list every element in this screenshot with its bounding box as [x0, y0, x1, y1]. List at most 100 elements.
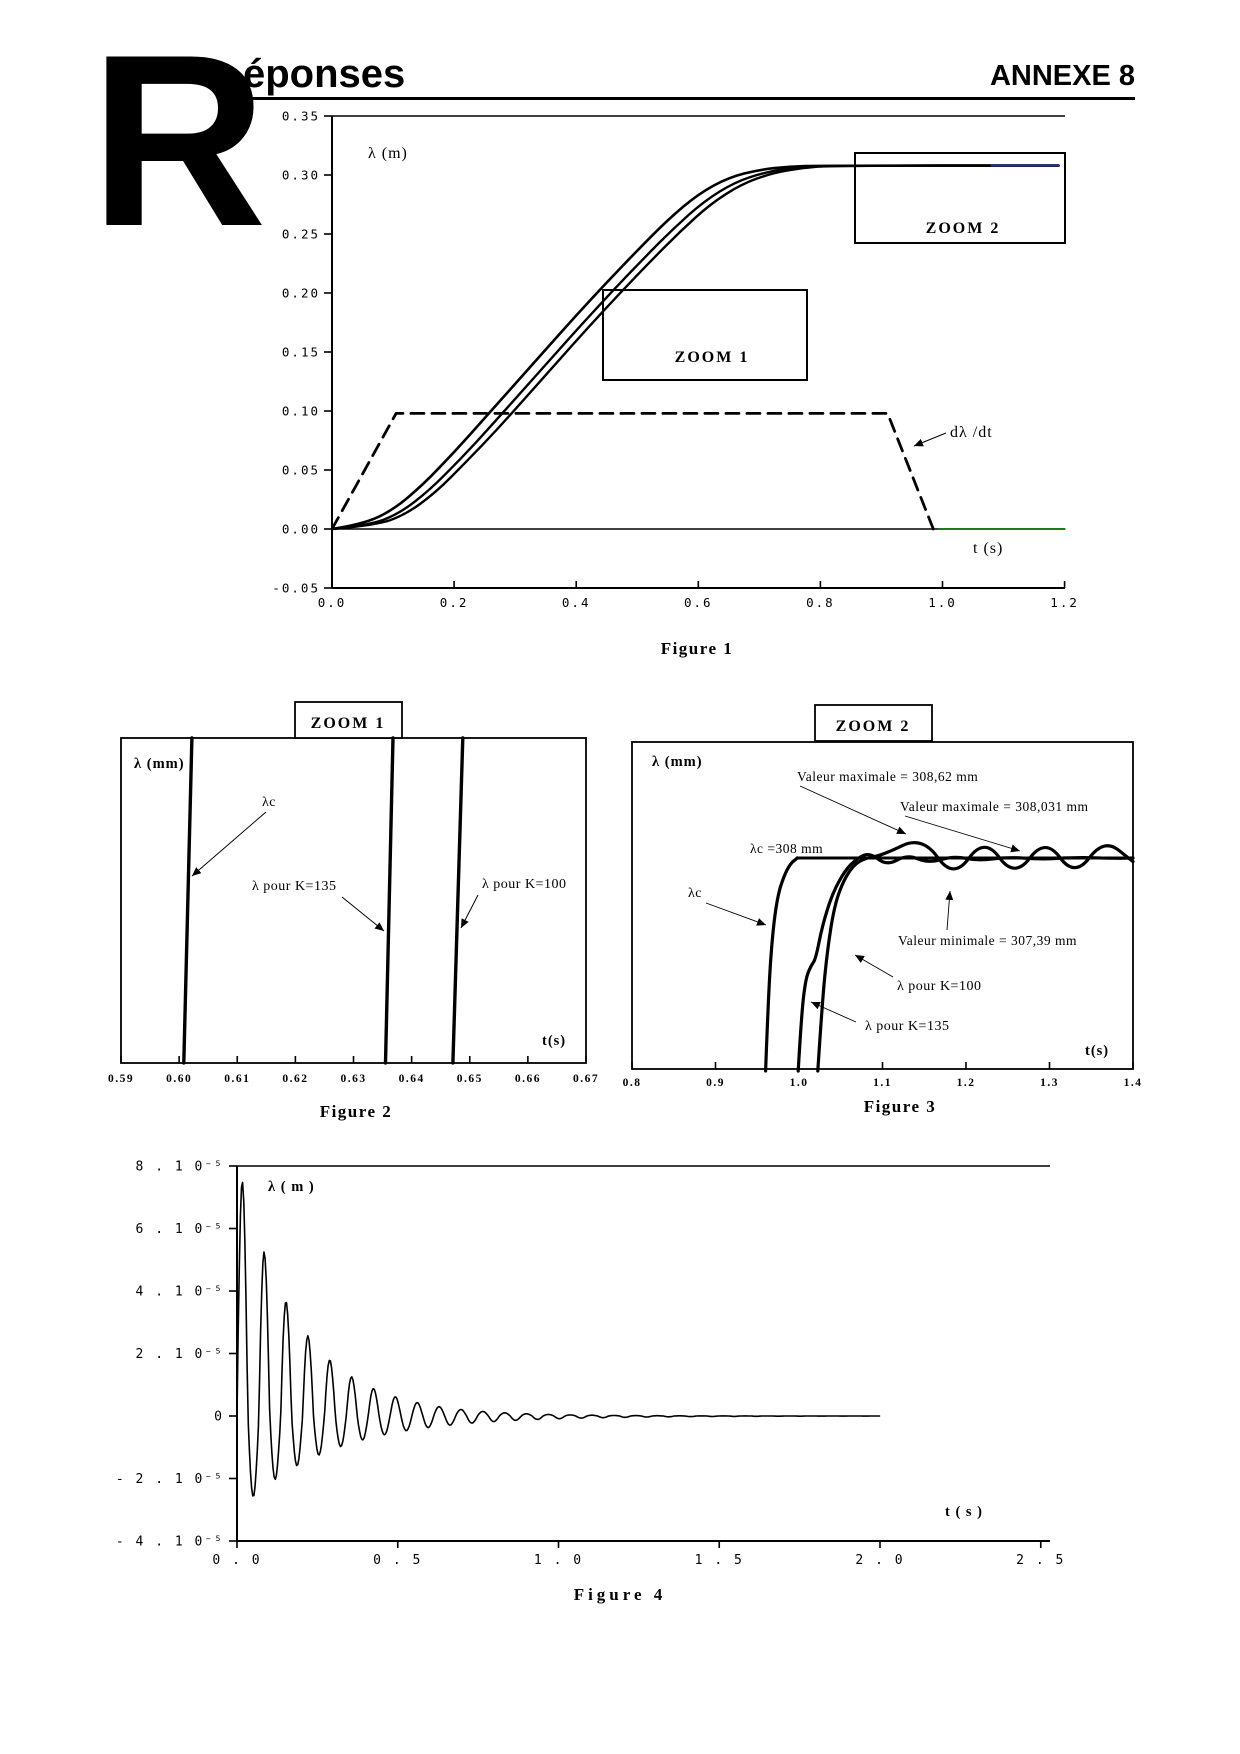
fig3-vmin-k100-arrow — [945, 890, 954, 931]
fig1-x-axis-label: t (s) — [973, 540, 1003, 557]
y-tick-label: 0.35 — [282, 109, 320, 124]
x-tick-label: 0.62 — [282, 1073, 308, 1085]
x-tick-label: 0.67 — [573, 1073, 599, 1085]
x-tick-label: 1.0 — [790, 1077, 809, 1089]
x-tick-label: 0.64 — [399, 1073, 425, 1085]
x-tick-label: 0.9 — [706, 1077, 725, 1089]
fig3-caption: Figure 3 — [864, 1097, 937, 1116]
fig4-x-axis-label: t ( s ) — [945, 1504, 983, 1520]
x-tick-label: 0.65 — [457, 1073, 483, 1085]
series--c — [330, 164, 1060, 531]
series--pour-k-100 — [330, 164, 1060, 531]
y-tick-label: 6 . 1 0⁻⁵ — [136, 1222, 224, 1237]
fig4-series — [236, 1181, 881, 1497]
y-tick-label: 2 . 1 0⁻⁵ — [136, 1347, 224, 1362]
fig3-lc-label: λc — [688, 886, 702, 901]
fig1-zoom1-label: ZOOM 1 — [675, 349, 750, 366]
fig1-zoom2-box — [854, 152, 1066, 244]
fig2-y-axis-label: λ (mm) — [134, 756, 185, 772]
y-tick-label: 0.30 — [282, 168, 320, 183]
fig3-y-axis-label: λ (mm) — [652, 754, 703, 770]
x-tick-label: 0.4 — [562, 595, 591, 610]
x-tick-label: 1.4 — [1124, 1077, 1143, 1089]
fig1-caption: Figure 1 — [661, 639, 734, 658]
fig1-dldt-arrow — [913, 432, 947, 447]
fig2-k100-label: λ pour K=100 — [482, 877, 566, 892]
fig3-vmin-k100-label: Valeur minimale = 307,39 mm — [898, 933, 1077, 948]
fig1-y-axis-label: λ (m) — [368, 145, 408, 162]
x-tick-label: 1.1 — [873, 1077, 892, 1089]
fig2-caption: Figure 2 — [320, 1102, 393, 1121]
series--c — [182, 736, 194, 1065]
fig2-lc-arrow — [191, 811, 267, 877]
y-tick-label: - 2 . 1 0⁻⁵ — [116, 1472, 224, 1487]
fig3-title-box — [814, 704, 933, 742]
x-tick-label: 0.8 — [806, 595, 835, 610]
series--pour-k-100 — [816, 841, 1135, 1073]
fig1-zoom1-box — [602, 289, 808, 381]
fig3-k135-label: λ pour K=135 — [865, 1019, 949, 1034]
fig3-vmax-k135-arrow — [904, 815, 1021, 853]
fig2-k100-arrow — [460, 894, 479, 929]
fig2-ticks: 0.59 0.60 0.61 0.62 0.63 0.64 0.65 0.66 0.67 — [108, 1056, 599, 1085]
x-tick-label: 1.3 — [1040, 1077, 1059, 1089]
fig3-k135-arrow — [810, 1001, 857, 1023]
fig1-ticks: 0.0 0.2 0.4 0.6 0.8 1.0 1.2 0.35 0.30 0.25 0.20 0.1… — [272, 109, 1079, 611]
fig1-dldt-label: dλ /dt — [950, 424, 993, 441]
series--cart-oscillation-amortie — [236, 1181, 881, 1497]
series--pour-k-135 — [796, 852, 1135, 1073]
fig3-vmax-k135-label: Valeur maximale = 308,031 mm — [900, 799, 1088, 814]
fig3-k100-label: λ pour K=100 — [897, 979, 981, 994]
x-tick-label: 0.61 — [224, 1073, 250, 1085]
y-tick-label: -0.05 — [272, 581, 320, 596]
fig2-lc-label: λc — [262, 795, 276, 810]
y-tick-label: - 4 . 1 0⁻⁵ — [116, 1535, 224, 1550]
series--pour-k-100 — [451, 736, 465, 1065]
y-tick-label: 0.10 — [282, 404, 320, 419]
fig3-vmax-k100-arrow — [799, 785, 907, 835]
y-tick-label: 8 . 1 0⁻⁵ — [136, 1160, 224, 1175]
fig2-k135-arrow — [341, 896, 385, 932]
fig3-ticks: 0.8 0.9 1.0 1.1 1.2 1.3 1.4 — [623, 1062, 1143, 1089]
fig3-title: ZOOM 2 — [836, 718, 911, 735]
fig2-series — [182, 736, 465, 1065]
x-tick-label: 1.0 — [928, 595, 957, 610]
fig2-x-axis-label: t(s) — [542, 1033, 566, 1049]
fig3-x-axis-label: t(s) — [1085, 1043, 1109, 1059]
figure-1: 0.0 0.2 0.4 0.6 0.8 1.0 1.2 0.35 0.30 0.25 0.20 0.1… — [272, 109, 1079, 659]
fig1-zoom2-label: ZOOM 2 — [926, 220, 1001, 237]
fig4-ticks: 0 . 0 0 . 5 1 . 0 1 . 5 2 . 0 2 . 5 8 . 1 0⁻⁵ 6… — [116, 1160, 1065, 1569]
figure-2: ZOOM 1 0.59 0.60 0.61 0.62 0.63 0.64 0.65 0.66 0… — [108, 701, 599, 1121]
series--pour-k-135 — [383, 736, 395, 1065]
fig3-lc-value-label: λc =308 mm — [750, 841, 823, 856]
y-tick-label: 0.20 — [282, 286, 320, 301]
x-tick-label: 1.2 — [1050, 595, 1079, 610]
x-tick-label: 0 . 0 — [212, 1553, 261, 1568]
x-tick-label: 0.6 — [684, 595, 713, 610]
y-tick-label: 0 — [214, 1410, 224, 1425]
x-tick-label: 0.2 — [440, 595, 469, 610]
y-tick-label: 0.15 — [282, 345, 320, 360]
page-title: éponses — [243, 52, 406, 96]
x-tick-label: 1.2 — [957, 1077, 976, 1089]
series--c-mont-e — [764, 856, 799, 1073]
y-tick-label: 0.00 — [282, 522, 320, 537]
fig2-title-box — [294, 701, 403, 739]
x-tick-label: 2 . 5 — [1016, 1553, 1065, 1568]
figure-4: 0 . 0 0 . 5 1 . 0 1 . 5 2 . 0 2 . 5 8 . 1 0⁻⁵ 6… — [116, 1160, 1065, 1605]
fig4-y-axis-label: λ ( m ) — [268, 1179, 315, 1195]
x-tick-label: 0.60 — [166, 1073, 192, 1085]
y-tick-label: 0.25 — [282, 227, 320, 242]
x-tick-label: 0.0 — [318, 595, 347, 610]
figure-3: ZOOM 2 0.8 0.9 1.0 1.1 1.2 1.3 1.4 λ (mm) Vale… — [623, 704, 1143, 1116]
x-tick-label: 2 . 0 — [855, 1553, 904, 1568]
series-d-dt-consigne-trap-ze — [330, 412, 935, 531]
fig3-lc-arrow — [705, 902, 767, 926]
x-tick-label: 0 . 5 — [373, 1553, 422, 1568]
fig4-caption: Figure 4 — [574, 1585, 667, 1604]
y-tick-label: 4 . 1 0⁻⁵ — [136, 1285, 224, 1300]
x-tick-label: 1 . 0 — [534, 1553, 583, 1568]
x-tick-label: 1 . 5 — [695, 1553, 744, 1568]
x-tick-label: 0.8 — [623, 1077, 642, 1089]
